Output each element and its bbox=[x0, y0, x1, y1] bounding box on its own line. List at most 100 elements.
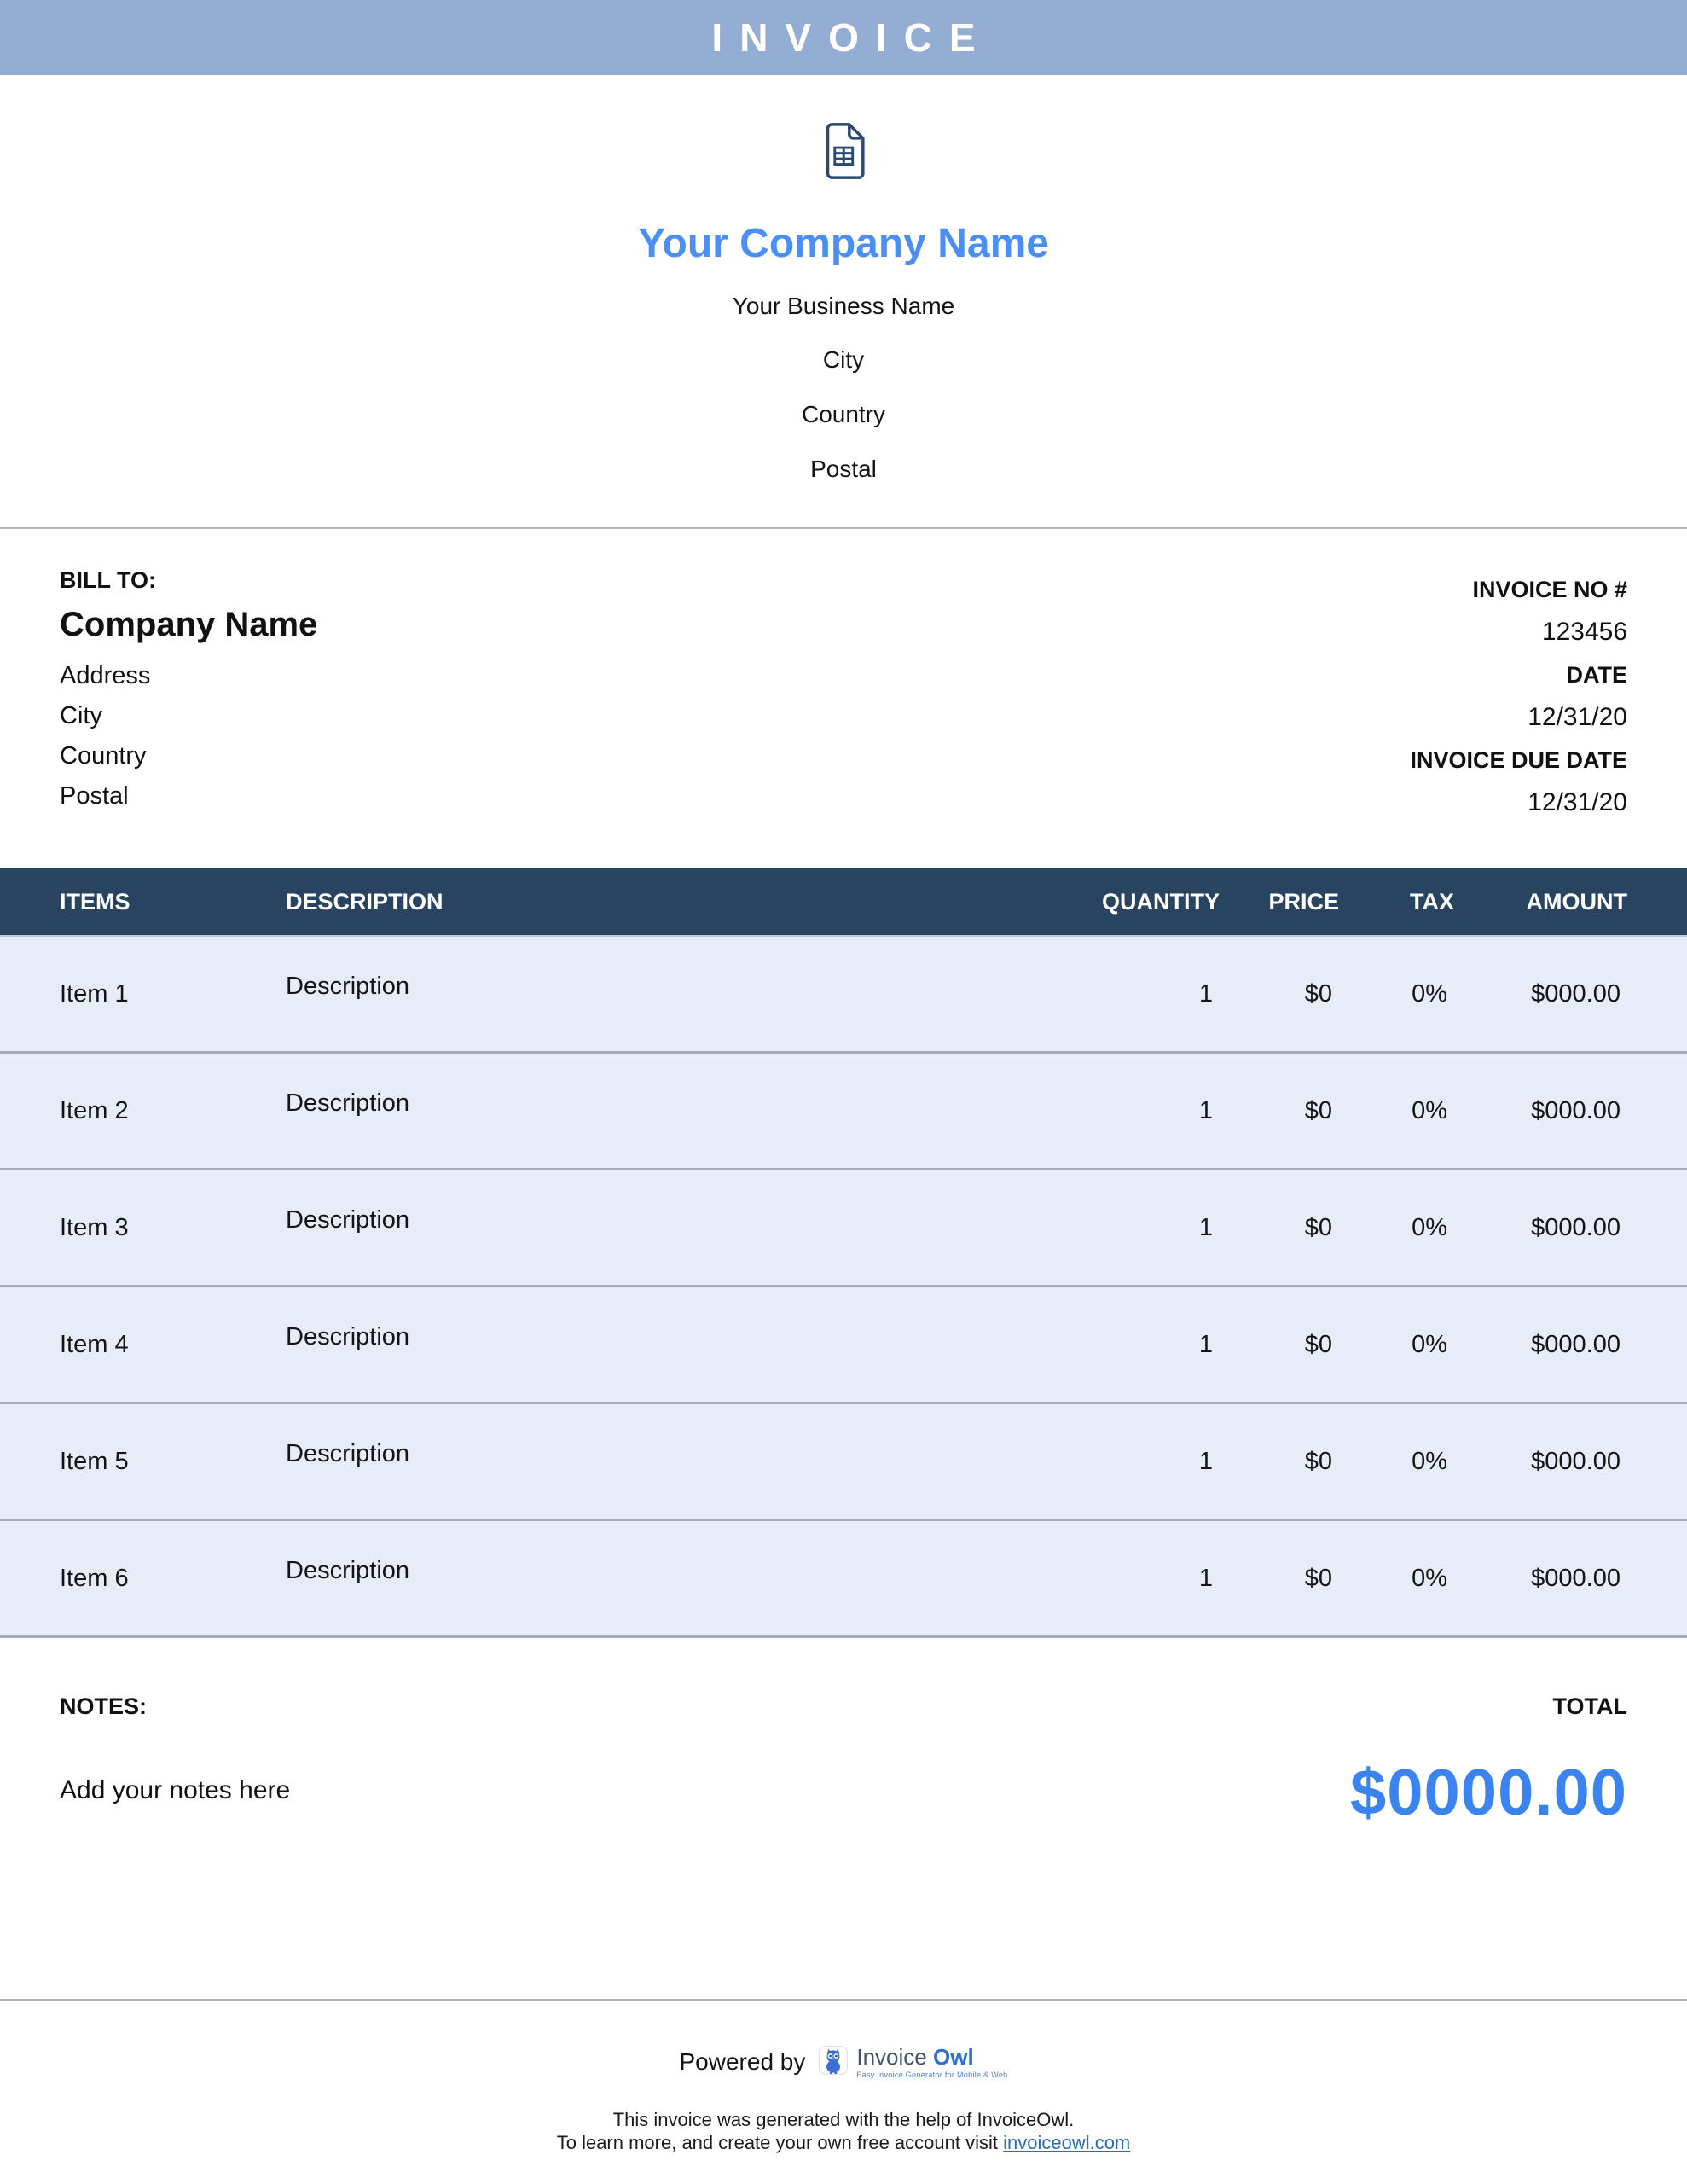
price-cell: $0 bbox=[1304, 1096, 1332, 1124]
invoiceowl-logo: Invoice Owl Easy Invoice Generator for M… bbox=[819, 2045, 1007, 2079]
company-header: Your Company Name Your Business Name Cit… bbox=[0, 121, 1687, 497]
col-header-description: DESCRIPTION bbox=[286, 888, 443, 915]
notes-text: Add your notes here bbox=[60, 1776, 291, 1804]
description-cell: Description bbox=[286, 1557, 410, 1584]
company-address-lines: City Country Postal bbox=[0, 333, 1687, 497]
company-country: Country bbox=[801, 401, 886, 427]
logo-word-invoice: Invoice bbox=[856, 2044, 927, 2070]
amount-cell: $000.00 bbox=[1531, 1096, 1620, 1124]
logo-tagline: Easy Invoice Generator for Mobile & Web bbox=[856, 2071, 1008, 2079]
bill-to-address: Address bbox=[60, 662, 151, 689]
bill-to-postal: Postal bbox=[60, 782, 129, 810]
amount-cell: $000.00 bbox=[1531, 1330, 1620, 1358]
description-cell: Description bbox=[286, 973, 410, 1000]
price-cell: $0 bbox=[1304, 1564, 1332, 1592]
invoice-date-label: DATE bbox=[1566, 662, 1628, 688]
price-cell: $0 bbox=[1304, 1447, 1332, 1475]
footer-learn-more-line: To learn more, and create your own free … bbox=[0, 2131, 1687, 2154]
invoice-due-date-value: 12/31/20 bbox=[1528, 788, 1627, 816]
footer-divider bbox=[0, 1999, 1687, 2001]
quantity-cell: 1 bbox=[1198, 1096, 1213, 1124]
business-name: Your Business Name bbox=[732, 293, 955, 319]
summary-section: NOTES: Add your notes here TOTAL $0000.0… bbox=[0, 1638, 1687, 1829]
quantity-cell: 1 bbox=[1198, 979, 1213, 1008]
table-row: Item 6 Description 1 $0 0% $000.00 bbox=[0, 1521, 1687, 1638]
tax-cell: 0% bbox=[1412, 1330, 1447, 1358]
quantity-cell: 1 bbox=[1198, 1447, 1213, 1475]
header-divider bbox=[0, 527, 1687, 529]
bill-to-company-name: Company Name bbox=[60, 606, 318, 643]
bill-to-label: BILL TO: bbox=[60, 567, 156, 593]
billing-section: BILL TO: Company Name Address City Count… bbox=[0, 529, 1687, 824]
col-header-tax: TAX bbox=[1410, 888, 1454, 915]
tax-cell: 0% bbox=[1412, 1564, 1447, 1592]
total-block: TOTAL $0000.00 bbox=[1350, 1694, 1627, 1829]
price-cell: $0 bbox=[1304, 1213, 1332, 1241]
invoice-banner-title: INVOICE bbox=[711, 15, 993, 60]
table-row: Item 3 Description 1 $0 0% $000.00 bbox=[0, 1170, 1687, 1287]
col-header-items: ITEMS bbox=[60, 888, 130, 915]
powered-by-row: Powered by bbox=[0, 2031, 1687, 2093]
table-row: Item 2 Description 1 $0 0% $000.00 bbox=[0, 1054, 1687, 1170]
quantity-cell: 1 bbox=[1198, 1330, 1213, 1358]
items-table: ITEMS DESCRIPTION QUANTITY PRICE TAX AMO… bbox=[0, 868, 1687, 1638]
description-cell: Description bbox=[286, 1440, 410, 1467]
logo-wordmark: Invoice Owl bbox=[856, 2045, 973, 2069]
notes-block: NOTES: Add your notes here bbox=[60, 1694, 290, 1829]
bill-to-city: City bbox=[60, 702, 102, 729]
tax-cell: 0% bbox=[1412, 1447, 1447, 1475]
invoice-number-label: INVOICE NO # bbox=[1472, 577, 1627, 602]
description-cell: Description bbox=[286, 1089, 410, 1117]
document-icon bbox=[0, 121, 1687, 181]
powered-by-label: Powered by bbox=[679, 2048, 806, 2075]
description-cell: Description bbox=[286, 1206, 410, 1234]
amount-cell: $000.00 bbox=[1531, 1447, 1620, 1475]
table-row: Item 1 Description 1 $0 0% $000.00 bbox=[0, 937, 1687, 1054]
invoice-due-date-label: INVOICE DUE DATE bbox=[1410, 747, 1627, 773]
col-header-price: PRICE bbox=[1268, 888, 1339, 915]
company-name: Your Company Name bbox=[638, 221, 1049, 266]
footer-generated-note: This invoice was generated with the help… bbox=[612, 2109, 1075, 2130]
company-city: City bbox=[822, 346, 865, 373]
company-postal: Postal bbox=[810, 456, 877, 482]
col-header-quantity: QUANTITY bbox=[1102, 888, 1220, 915]
item-cell: Item 5 bbox=[60, 1447, 129, 1475]
invoice-number-value: 123456 bbox=[1541, 618, 1627, 646]
description-cell: Description bbox=[286, 1323, 410, 1350]
logo-word-owl: Owl bbox=[933, 2044, 974, 2070]
logo-text: Invoice Owl Easy Invoice Generator for M… bbox=[856, 2045, 1007, 2079]
bill-to-country: Country bbox=[60, 742, 147, 770]
total-value: $0000.00 bbox=[1350, 1757, 1627, 1829]
tax-cell: 0% bbox=[1412, 979, 1447, 1008]
item-cell: Item 6 bbox=[60, 1564, 129, 1592]
invoice-banner: INVOICE bbox=[0, 0, 1687, 75]
quantity-cell: 1 bbox=[1198, 1564, 1213, 1592]
footer: Powered by bbox=[0, 2001, 1687, 2154]
footer-learn-more-text: To learn more, and create your own free … bbox=[556, 2132, 1004, 2153]
amount-cell: $000.00 bbox=[1531, 1564, 1620, 1592]
amount-cell: $000.00 bbox=[1531, 979, 1620, 1008]
price-cell: $0 bbox=[1304, 1330, 1332, 1358]
invoice-meta-block: INVOICE NO # 123456 DATE 12/31/20 INVOIC… bbox=[1410, 568, 1627, 824]
bill-to-address-lines: Address City Country Postal bbox=[60, 656, 317, 816]
owl-icon bbox=[819, 2045, 849, 2079]
table-row: Item 5 Description 1 $0 0% $000.00 bbox=[0, 1404, 1687, 1521]
invoiceowl-link[interactable]: invoiceowl.com bbox=[1003, 2132, 1131, 2153]
amount-cell: $000.00 bbox=[1531, 1213, 1620, 1241]
price-cell: $0 bbox=[1304, 979, 1332, 1008]
tax-cell: 0% bbox=[1412, 1096, 1447, 1124]
col-header-amount: AMOUNT bbox=[1526, 888, 1627, 915]
table-header-row: ITEMS DESCRIPTION QUANTITY PRICE TAX AMO… bbox=[0, 868, 1687, 935]
table-row: Item 4 Description 1 $0 0% $000.00 bbox=[0, 1287, 1687, 1404]
tax-cell: 0% bbox=[1412, 1213, 1447, 1241]
item-cell: Item 4 bbox=[60, 1330, 129, 1358]
invoice-date-value: 12/31/20 bbox=[1528, 703, 1627, 731]
item-cell: Item 1 bbox=[60, 979, 129, 1008]
bill-to-block: BILL TO: Company Name Address City Count… bbox=[60, 568, 317, 824]
item-cell: Item 3 bbox=[60, 1213, 129, 1241]
quantity-cell: 1 bbox=[1198, 1213, 1213, 1241]
total-label: TOTAL bbox=[1552, 1693, 1628, 1719]
item-cell: Item 2 bbox=[60, 1096, 129, 1124]
notes-label: NOTES: bbox=[60, 1693, 148, 1719]
